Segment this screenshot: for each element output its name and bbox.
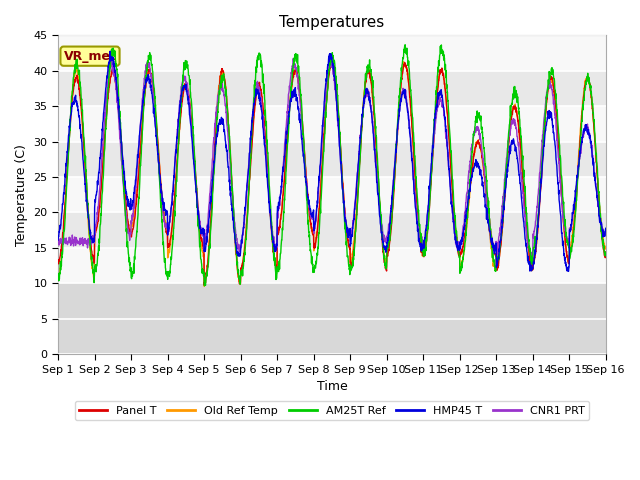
- CNR1 PRT: [529, 256, 536, 262]
- CNR1 PRT: [569, 212, 577, 217]
- HMP45 T: [106, 48, 114, 54]
- AM25T Ref: [360, 96, 367, 102]
- Old Ref Temp: [200, 283, 208, 289]
- AM25T Ref: [54, 272, 62, 277]
- Panel T: [200, 282, 208, 288]
- CNR1 PRT: [360, 102, 367, 108]
- CNR1 PRT: [554, 146, 562, 152]
- HMP45 T: [569, 211, 577, 216]
- Line: CNR1 PRT: CNR1 PRT: [58, 59, 605, 259]
- Old Ref Temp: [348, 258, 356, 264]
- HMP45 T: [564, 268, 572, 274]
- Line: HMP45 T: HMP45 T: [58, 51, 605, 271]
- Panel T: [54, 257, 62, 263]
- HMP45 T: [207, 198, 215, 204]
- HMP45 T: [54, 237, 62, 243]
- Old Ref Temp: [602, 246, 609, 252]
- AM25T Ref: [569, 239, 577, 245]
- HMP45 T: [602, 226, 609, 231]
- Old Ref Temp: [492, 263, 499, 268]
- Y-axis label: Temperature (C): Temperature (C): [15, 144, 28, 246]
- Panel T: [348, 259, 356, 265]
- Panel T: [360, 95, 368, 100]
- CNR1 PRT: [492, 244, 499, 250]
- CNR1 PRT: [207, 179, 214, 185]
- Text: VR_met: VR_met: [63, 49, 116, 63]
- Panel T: [207, 214, 215, 220]
- Panel T: [492, 252, 499, 258]
- CNR1 PRT: [348, 233, 356, 239]
- CNR1 PRT: [602, 231, 609, 237]
- Bar: [58, 213, 605, 248]
- Old Ref Temp: [569, 224, 577, 230]
- AM25T Ref: [401, 42, 409, 48]
- Bar: [58, 142, 605, 177]
- Bar: [58, 283, 605, 354]
- HMP45 T: [492, 243, 499, 249]
- Line: AM25T Ref: AM25T Ref: [58, 45, 605, 286]
- AM25T Ref: [200, 283, 208, 288]
- Panel T: [554, 131, 562, 136]
- AM25T Ref: [554, 119, 562, 125]
- Old Ref Temp: [360, 96, 367, 102]
- Line: Old Ref Temp: Old Ref Temp: [58, 62, 605, 286]
- Panel T: [328, 59, 336, 65]
- Bar: [58, 177, 605, 213]
- Title: Temperatures: Temperatures: [279, 15, 385, 30]
- AM25T Ref: [207, 220, 215, 226]
- AM25T Ref: [492, 267, 499, 273]
- Old Ref Temp: [54, 271, 62, 276]
- Bar: [58, 248, 605, 283]
- Line: Panel T: Panel T: [58, 62, 605, 285]
- Bar: [58, 71, 605, 106]
- HMP45 T: [554, 175, 561, 180]
- Panel T: [569, 232, 577, 238]
- HMP45 T: [348, 234, 356, 240]
- CNR1 PRT: [54, 235, 62, 240]
- AM25T Ref: [348, 265, 356, 271]
- X-axis label: Time: Time: [317, 380, 348, 393]
- Bar: [58, 36, 605, 71]
- CNR1 PRT: [289, 56, 297, 61]
- Bar: [58, 106, 605, 142]
- Old Ref Temp: [207, 210, 215, 216]
- Panel T: [602, 252, 609, 258]
- AM25T Ref: [602, 249, 609, 255]
- Legend: Panel T, Old Ref Temp, AM25T Ref, HMP45 T, CNR1 PRT: Panel T, Old Ref Temp, AM25T Ref, HMP45 …: [75, 401, 589, 420]
- HMP45 T: [360, 96, 367, 101]
- Old Ref Temp: [554, 135, 562, 141]
- Old Ref Temp: [400, 59, 408, 65]
